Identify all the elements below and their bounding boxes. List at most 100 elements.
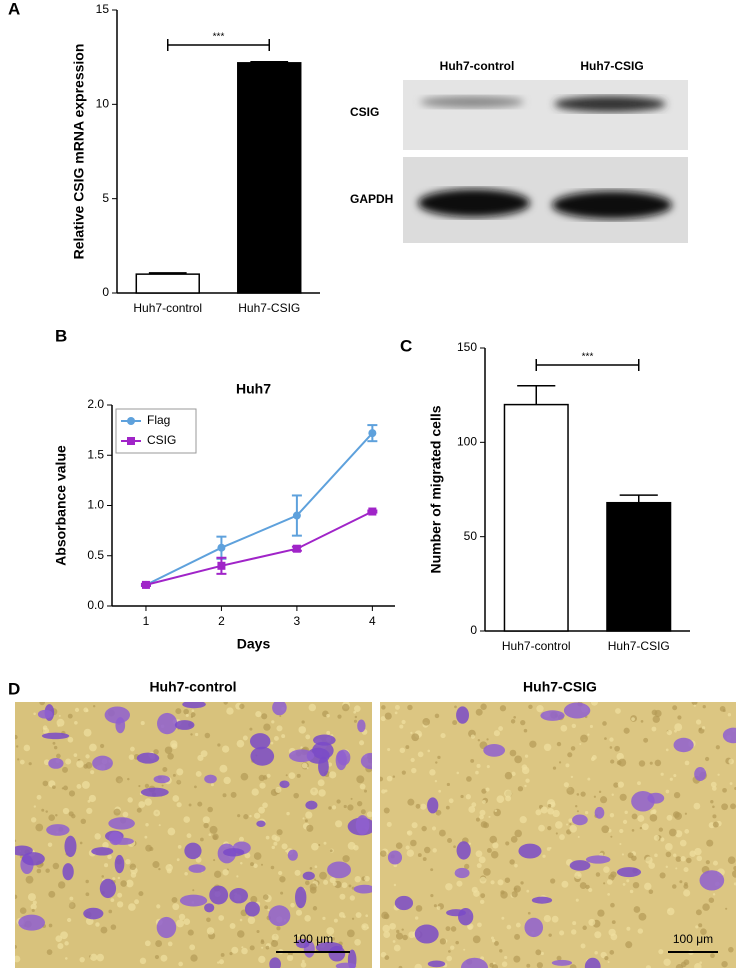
cell <box>158 824 161 827</box>
cell <box>431 826 437 831</box>
cell <box>509 859 515 865</box>
cell <box>309 883 317 891</box>
stained-cell <box>357 719 366 733</box>
cell <box>706 839 714 847</box>
cell <box>437 755 441 760</box>
cell <box>645 856 653 864</box>
cell <box>138 801 146 808</box>
cell <box>645 965 652 968</box>
cell <box>626 879 630 883</box>
cell <box>393 883 397 887</box>
cell <box>730 803 736 810</box>
cell <box>448 798 454 804</box>
cell <box>42 780 49 787</box>
legend-label: CSIG <box>147 433 176 447</box>
cell <box>569 825 577 833</box>
cell <box>270 741 274 745</box>
cell <box>674 729 677 733</box>
cell <box>160 954 168 962</box>
cell <box>439 938 447 945</box>
cell <box>674 830 683 838</box>
cell <box>273 735 279 741</box>
cell <box>64 941 69 946</box>
cell <box>90 770 95 775</box>
cell <box>570 746 576 751</box>
cell <box>295 909 303 916</box>
cell <box>422 857 427 861</box>
cell <box>359 740 365 746</box>
cell <box>424 846 431 854</box>
cell <box>560 724 568 732</box>
cell <box>693 704 697 707</box>
stained-cell <box>302 871 315 881</box>
cell <box>35 823 44 832</box>
cell <box>466 776 472 782</box>
cell <box>399 747 406 754</box>
cell <box>195 856 202 863</box>
cell <box>625 941 633 949</box>
cell <box>223 702 228 705</box>
cell <box>420 803 427 810</box>
cell <box>187 929 194 936</box>
cell <box>433 904 437 908</box>
cell <box>486 847 492 853</box>
cell <box>637 815 645 822</box>
cell <box>69 896 74 901</box>
cell <box>626 926 631 931</box>
stained-cell <box>456 841 471 860</box>
cell <box>381 789 386 794</box>
cell <box>418 733 422 737</box>
cell <box>401 928 404 931</box>
cell <box>115 776 123 784</box>
cell <box>448 950 451 953</box>
cell <box>262 775 268 780</box>
cell <box>154 954 160 960</box>
cell <box>604 737 607 740</box>
cell <box>176 768 184 776</box>
cell <box>300 746 303 749</box>
stained-cell <box>616 867 642 878</box>
legend-box <box>115 408 197 454</box>
stained-cell <box>524 917 544 938</box>
cell <box>240 772 249 781</box>
cell <box>658 949 664 955</box>
cell <box>281 734 286 739</box>
cell <box>341 703 350 712</box>
cell <box>619 842 622 846</box>
cell <box>81 780 90 789</box>
cell <box>286 811 290 816</box>
cell <box>598 790 602 794</box>
cell <box>450 945 455 950</box>
cell <box>699 961 703 964</box>
cell <box>603 882 606 885</box>
chart-title: Huh7 <box>236 381 271 397</box>
cell <box>57 943 64 950</box>
cell <box>332 881 337 886</box>
cell <box>185 713 189 717</box>
cell <box>247 916 256 925</box>
cell <box>686 857 692 864</box>
cell <box>261 713 268 720</box>
legend-label: Flag <box>147 413 170 427</box>
cell <box>33 712 36 716</box>
stained-cell <box>414 924 439 944</box>
cell <box>220 953 225 957</box>
cell <box>500 891 508 899</box>
cell <box>264 905 268 910</box>
cell <box>32 900 37 905</box>
cell <box>386 821 392 827</box>
cell <box>467 923 474 930</box>
cell <box>337 714 342 719</box>
cell <box>454 705 457 709</box>
cell <box>481 788 487 794</box>
cell <box>356 775 365 784</box>
cell <box>594 931 602 939</box>
stained-cell <box>315 941 343 953</box>
y-tick-label: 100 <box>457 435 477 449</box>
cell <box>301 762 308 769</box>
stained-cell <box>48 757 64 769</box>
cell <box>434 713 440 719</box>
cell <box>236 739 245 748</box>
cell <box>267 908 270 912</box>
stained-cell <box>360 752 372 770</box>
